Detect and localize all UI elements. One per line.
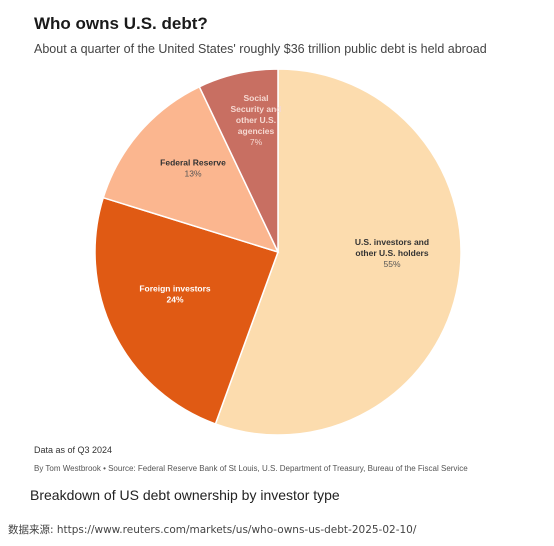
slice-value-label: 55%	[383, 259, 400, 269]
source-url: 数据来源: https://www.reuters.com/markets/us…	[8, 524, 417, 536]
slice-label: Social	[243, 93, 268, 103]
figure-caption: Breakdown of US debt ownership by invest…	[30, 487, 340, 503]
pie-slices	[94, 68, 462, 436]
slice-value-label: 24%	[166, 295, 183, 305]
slice-us-investors	[214, 68, 462, 436]
slice-label: agencies	[238, 126, 275, 136]
slice-label: Foreign investors	[139, 284, 211, 294]
byline-source: By Tom Westbrook • Source: Federal Reser…	[34, 464, 468, 473]
slice-value-label: 7%	[250, 137, 263, 147]
slice-social-security	[198, 68, 279, 253]
slice-label: Security and	[230, 104, 281, 114]
chart-title: Who owns U.S. debt?	[34, 14, 208, 33]
slice-label: other U.S. holders	[355, 248, 428, 258]
data-date-note: Data as of Q3 2024	[34, 445, 113, 455]
slice-value-label: 13%	[184, 169, 201, 179]
slice-label: U.S. investors and	[355, 237, 429, 247]
slice-label: Federal Reserve	[160, 158, 226, 168]
slice-label: other U.S.	[236, 115, 276, 125]
slice-federal-reserve	[102, 85, 280, 254]
chart-subtitle: About a quarter of the United States' ro…	[34, 42, 487, 56]
slice-foreign-investors	[94, 196, 279, 425]
